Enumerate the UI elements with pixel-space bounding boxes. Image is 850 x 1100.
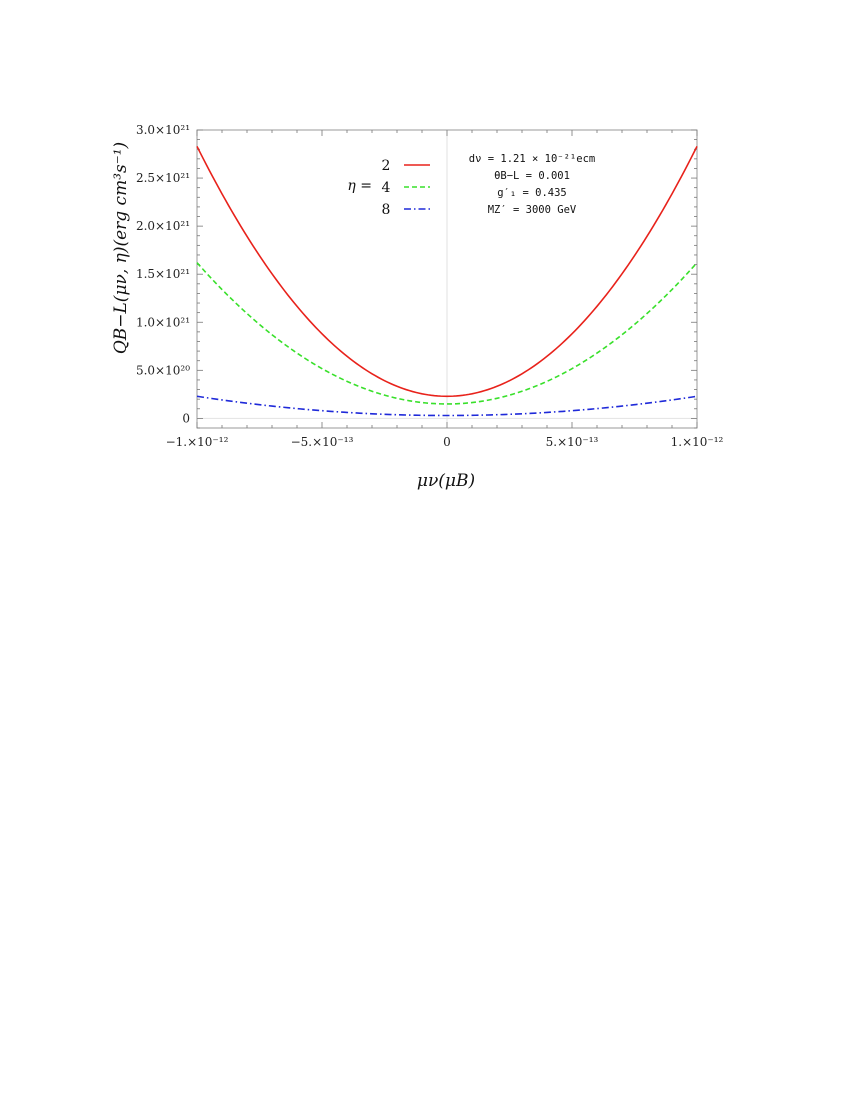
x-axis-title: μν(μB) xyxy=(417,471,475,491)
y-axis-title: QB−L(μν, η)(erg cm³s⁻¹) xyxy=(111,142,131,354)
series-line-eta-4 xyxy=(196,262,698,405)
y-tick-label: 3.0×10²¹ xyxy=(136,123,190,137)
legend: η = 2 4 8 xyxy=(347,158,430,218)
y-tick-label: 1.5×10²¹ xyxy=(136,267,190,281)
y-tick-label: 0 xyxy=(182,411,190,425)
x-tick-label: 1.×10⁻¹² xyxy=(671,435,724,449)
parameter-annotation: dν = 1.21 × 10⁻²¹ecm xyxy=(469,153,595,165)
parameter-annotations: dν = 1.21 × 10⁻²¹ecm θB−L = 0.001 g′₁ = 0.… xyxy=(469,153,595,216)
y-tick-label: 2.0×10²¹ xyxy=(136,219,190,233)
x-tick-label: 5.×10⁻¹³ xyxy=(546,435,599,449)
legend-title: η = xyxy=(347,178,372,194)
y-tick-label: 1.0×10²¹ xyxy=(136,315,190,329)
x-tick-label: −1.×10⁻¹² xyxy=(166,435,229,449)
legend-label: 2 xyxy=(382,158,391,174)
parameter-annotation: θB−L = 0.001 xyxy=(494,170,570,182)
series-lines xyxy=(196,145,698,417)
legend-label: 8 xyxy=(382,202,391,218)
y-tick-label: 2.5×10²¹ xyxy=(136,171,190,185)
parameter-annotation: g′₁ = 0.435 xyxy=(497,187,567,199)
y-tick-label: 5.0×10²⁰ xyxy=(136,363,190,377)
legend-label: 4 xyxy=(382,180,391,196)
parameter-annotation: MZ′ = 3000 GeV xyxy=(488,204,577,216)
plot-area xyxy=(196,129,698,429)
x-tick-label: −5.×10⁻¹³ xyxy=(291,435,354,449)
x-tick-label: 0 xyxy=(443,435,451,449)
x-axis-ticks: −1.×10⁻¹² −5.×10⁻¹³ 0 5.×10⁻¹³ 1.×10⁻¹² xyxy=(166,130,724,449)
series-line-eta-2 xyxy=(196,145,698,398)
series-line-eta-8 xyxy=(196,395,698,417)
y-axis-ticks: 0 5.0×10²⁰ 1.0×10²¹ 1.5×10²¹ 2.0×10²¹ 2.5×10²… xyxy=(136,123,697,429)
